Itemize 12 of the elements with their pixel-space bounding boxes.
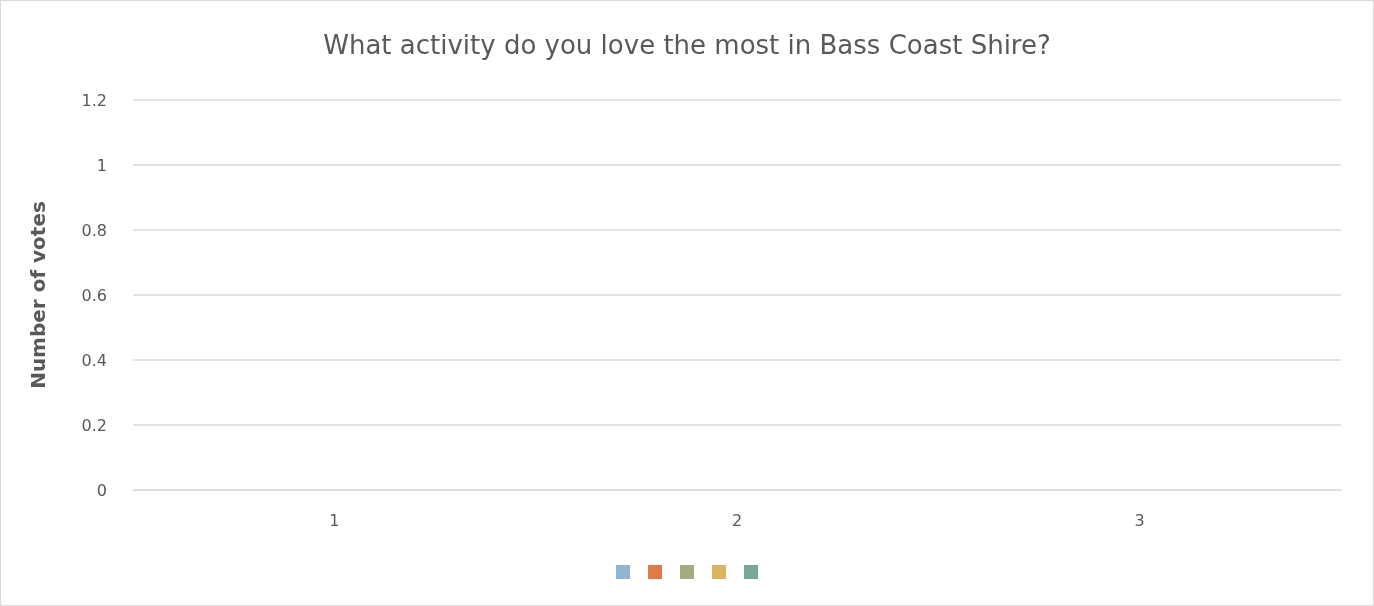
y-tick-label: 0.2 <box>81 415 107 435</box>
y-tick-label: 0.6 <box>81 285 107 305</box>
y-tick-label: 0.8 <box>81 220 107 240</box>
y-tick-label: 0 <box>96 480 107 500</box>
x-tick-label: 1 <box>329 510 340 530</box>
y-axis-title: Number of votes <box>26 201 50 389</box>
y-tick-label: 0.4 <box>81 350 107 370</box>
chart-title: What activity do you love the most in Bass Coast Shire? <box>323 30 1051 60</box>
x-tick-label: 2 <box>731 510 743 530</box>
x-tick-label: 3 <box>1134 510 1145 530</box>
y-tick-label: 1 <box>96 155 107 175</box>
y-tick-label: 1.2 <box>81 90 107 110</box>
